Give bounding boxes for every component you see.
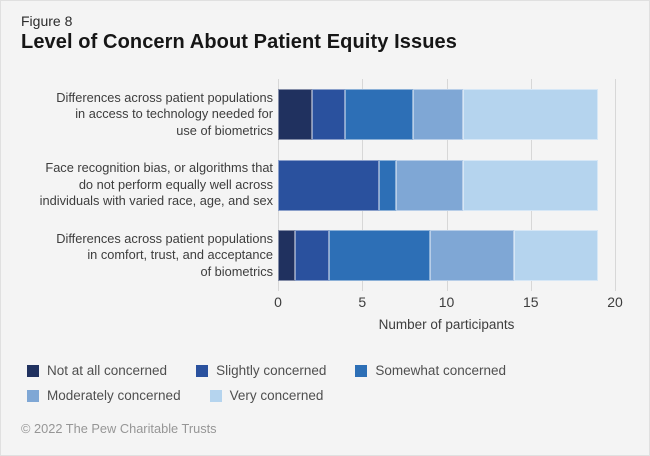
bar-segment-somewhat-concerned <box>345 88 413 140</box>
stacked-bar <box>278 88 615 140</box>
x-axis-ticks: 0 5 10 15 20 <box>274 294 623 312</box>
bar-segment-slightly-concerned <box>294 230 329 282</box>
legend: Not at all concerned Slightly concerned So… <box>27 358 627 408</box>
bar-segment-very-concerned <box>463 159 599 211</box>
legend-item-slightly-concerned: Slightly concerned <box>196 363 326 378</box>
bar-segment-not-at-all-concerned <box>278 230 295 282</box>
x-axis-title: Number of participants <box>378 317 515 332</box>
legend-swatch-icon <box>355 364 368 377</box>
gridline-x-20 <box>615 79 616 291</box>
bar-row-0 <box>278 88 615 140</box>
legend-row-0: Not at all concerned Slightly concerned So… <box>27 358 627 383</box>
bar-segment-somewhat-concerned <box>328 230 430 282</box>
bar-segment-moderately-concerned <box>395 159 464 211</box>
bar-segment-very-concerned <box>513 230 599 282</box>
category-label-2: Differences across patient populations i… <box>56 230 273 279</box>
category-label-0: Differences across patient populations i… <box>56 89 273 138</box>
legend-label: Moderately concerned <box>47 388 181 403</box>
category-label-1: Face recognition bias, or algorithms tha… <box>39 160 273 209</box>
figure-number-label: Figure 8 <box>21 13 73 29</box>
legend-swatch-icon <box>27 364 39 377</box>
legend-swatch-icon <box>27 389 39 402</box>
legend-label: Somewhat concerned <box>375 363 506 378</box>
bar-segment-not-at-all-concerned <box>278 88 312 140</box>
x-tick-label-0: 0 <box>274 294 282 310</box>
bar-segment-slightly-concerned <box>311 88 346 140</box>
legend-label: Not at all concerned <box>47 363 168 378</box>
bar-segment-moderately-concerned <box>429 230 514 282</box>
bar-segment-moderately-concerned <box>412 88 464 140</box>
legend-label: Slightly concerned <box>216 363 327 378</box>
stacked-bar <box>278 230 615 282</box>
legend-row-1: Moderately concerned Very concerned <box>27 383 627 408</box>
legend-item-very-concerned: Very concerned <box>209 388 324 403</box>
legend-label: Very concerned <box>229 388 324 403</box>
x-tick-label-15: 15 <box>522 294 539 310</box>
stacked-bar <box>278 159 615 211</box>
bar-row-2 <box>278 230 615 282</box>
x-tick-label-20: 20 <box>607 294 623 310</box>
legend-item-somewhat-concerned: Somewhat concerned <box>355 363 506 378</box>
legend-swatch-icon <box>209 389 222 402</box>
bar-row-1 <box>278 159 615 211</box>
x-tick-label-10: 10 <box>438 294 455 310</box>
chart-title: Level of Concern About Patient Equity Is… <box>21 31 457 53</box>
legend-item-not-at-all-concerned: Not at all concerned <box>27 363 167 378</box>
x-tick-label-5: 5 <box>358 294 367 310</box>
copyright-footer: © 2022 The Pew Charitable Trusts <box>21 421 217 436</box>
bar-segment-somewhat-concerned <box>379 159 396 211</box>
bar-segment-very-concerned <box>463 88 599 140</box>
legend-item-moderately-concerned: Moderately concerned <box>27 388 181 403</box>
plot-area <box>278 79 616 291</box>
legend-swatch-icon <box>196 364 209 377</box>
bar-segment-slightly-concerned <box>278 159 380 211</box>
